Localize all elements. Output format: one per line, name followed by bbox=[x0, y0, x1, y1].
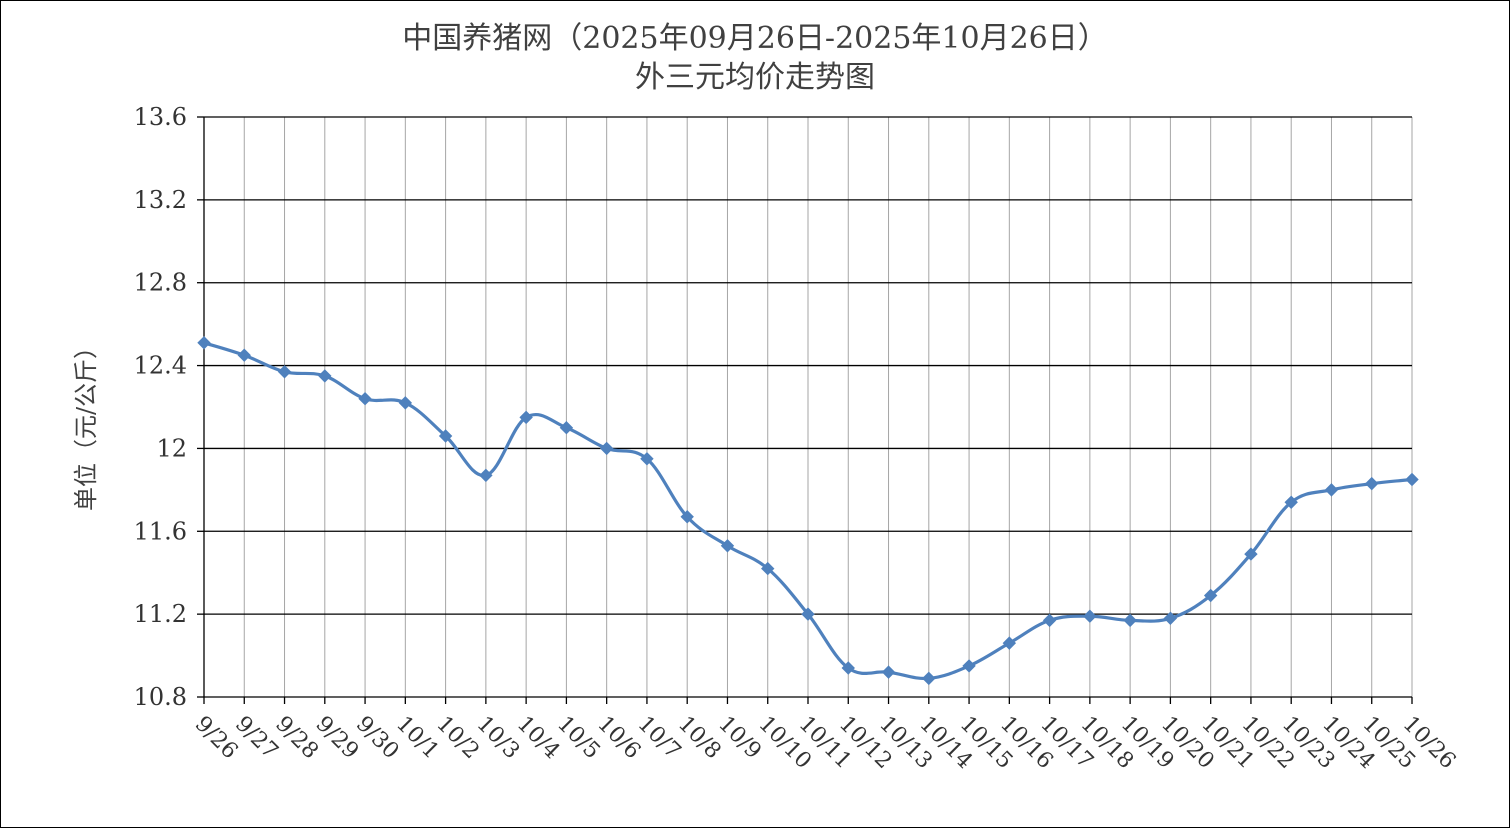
data-point-marker bbox=[1405, 472, 1419, 487]
data-point-marker bbox=[237, 348, 251, 362]
y-tick-label: 12.4 bbox=[134, 352, 187, 380]
data-point-marker bbox=[761, 561, 775, 576]
data-point-marker bbox=[680, 510, 694, 524]
data-point-marker bbox=[277, 365, 292, 379]
data-point-marker bbox=[841, 661, 855, 675]
x-tick-label: 9/29 bbox=[311, 712, 364, 765]
data-point-marker bbox=[1042, 613, 1057, 628]
data-point-marker bbox=[559, 421, 574, 435]
x-tick-label: 10/9 bbox=[713, 712, 766, 765]
x-tick-labels: 9/269/279/289/299/3010/110/210/310/410/5… bbox=[190, 712, 1461, 775]
data-point-marker bbox=[1002, 636, 1017, 650]
x-tick-label: 10/8 bbox=[673, 712, 726, 765]
data-point-marker bbox=[1203, 588, 1218, 603]
data-point-marker bbox=[519, 410, 533, 425]
x-tick-label: 9/27 bbox=[230, 712, 283, 765]
data-point-marker bbox=[1244, 547, 1258, 561]
data-point-marker bbox=[1284, 495, 1298, 509]
data-point-marker bbox=[801, 607, 815, 621]
data-point-marker bbox=[358, 392, 372, 406]
chart-title: 中国养猪网（2025年09月26日-2025年10月26日） bbox=[402, 21, 1108, 56]
x-tick-label: 10/2 bbox=[431, 712, 484, 765]
x-tick-label: 10/3 bbox=[472, 712, 525, 765]
y-tick-label: 13.6 bbox=[134, 103, 187, 131]
x-tick-label: 9/30 bbox=[351, 712, 404, 765]
data-point-marker bbox=[881, 665, 896, 679]
data-point-marker bbox=[1324, 483, 1339, 497]
data-point-marker bbox=[318, 369, 332, 383]
data-point-marker bbox=[1163, 611, 1178, 625]
x-tick-label: 10/5 bbox=[552, 712, 605, 765]
data-point-marker bbox=[1123, 613, 1137, 628]
data-point-marker bbox=[599, 441, 614, 456]
data-point-marker bbox=[479, 468, 493, 483]
data-point-marker bbox=[1365, 476, 1379, 491]
data-point-marker bbox=[922, 671, 936, 686]
data-point-marker bbox=[1083, 609, 1097, 623]
y-tick-label: 11.2 bbox=[134, 600, 187, 628]
chart-subtitle: 外三元均价走势图 bbox=[635, 60, 875, 95]
y-tick-label: 12 bbox=[156, 434, 187, 462]
axis-layer bbox=[197, 116, 1413, 704]
data-point-marker bbox=[398, 396, 413, 410]
data-point-marker bbox=[438, 429, 453, 443]
y-tick-label: 11.6 bbox=[134, 517, 187, 545]
series-layer bbox=[197, 336, 1419, 686]
y-tick-label: 12.8 bbox=[134, 269, 187, 297]
data-point-marker bbox=[640, 452, 654, 466]
y-axis-label: 单位（元/公斤） bbox=[72, 335, 100, 511]
x-tick-label: 10/6 bbox=[592, 712, 645, 765]
data-point-marker bbox=[962, 659, 976, 673]
x-tick-label: 9/28 bbox=[270, 712, 323, 765]
y-tick-label: 10.8 bbox=[134, 683, 187, 711]
x-tick-label: 10/1 bbox=[391, 712, 444, 765]
x-tick-label: 10/7 bbox=[633, 712, 686, 765]
data-point-marker bbox=[197, 336, 211, 350]
y-tick-labels: 10.8 11.2 11.6 12 12.4 12.8 13.2 13.6 bbox=[134, 103, 187, 711]
x-tick-label: 10/4 bbox=[512, 712, 565, 765]
data-point-marker bbox=[720, 539, 735, 553]
y-tick-label: 13.2 bbox=[134, 186, 187, 214]
x-tick-label: 9/26 bbox=[190, 712, 243, 765]
